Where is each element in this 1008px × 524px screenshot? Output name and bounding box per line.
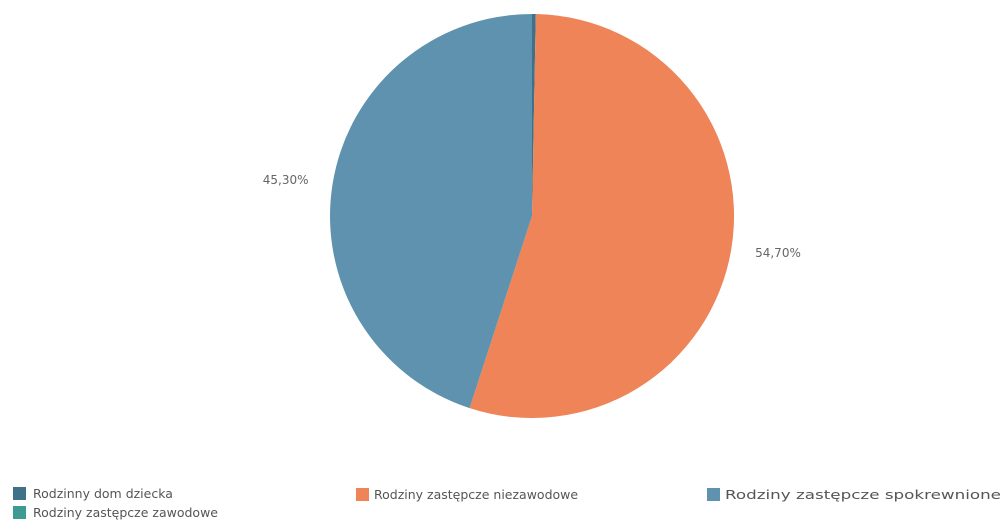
pie-slice-rodzinny-dom-dziecka[interactable] <box>532 14 536 216</box>
pie-slices <box>330 14 735 419</box>
legend-item-rodziny-zastepcze-spokrewnione[interactable]: Rodziny zastępcze spokrewnione <box>707 487 1001 502</box>
legend-label: Rodziny zastępcze spokrewnione <box>725 487 1001 502</box>
legend-swatch <box>707 488 720 501</box>
legend-swatch <box>13 487 26 500</box>
legend-item-rodzinny-dom-dziecka[interactable]: Rodzinny dom dziecka <box>13 486 173 501</box>
slice-value-label: 45,30% <box>263 173 309 187</box>
pie-slice-rodziny-zastepcze-spokrewnione[interactable] <box>330 14 532 409</box>
slice-value-label: 54,70% <box>755 246 801 260</box>
legend-label: Rodziny zastępcze zawodowe <box>33 505 218 520</box>
legend-label: Rodziny zastępcze niezawodowe <box>374 487 578 502</box>
legend: Rodzinny dom dziecka Rodziny zastępcze z… <box>13 486 1001 520</box>
legend-item-rodziny-zastepcze-niezawodowe[interactable]: Rodziny zastępcze niezawodowe <box>356 487 578 502</box>
legend-label: Rodzinny dom dziecka <box>33 486 173 501</box>
legend-swatch <box>356 488 369 501</box>
legend-item-rodziny-zastepcze-zawodowe[interactable]: Rodziny zastępcze zawodowe <box>13 505 218 520</box>
pie-slice-rodziny-zastepcze-niezawodowe[interactable] <box>469 14 735 419</box>
legend-swatch <box>13 506 26 519</box>
slice-labels: 54,70% 45,30% <box>263 173 801 260</box>
